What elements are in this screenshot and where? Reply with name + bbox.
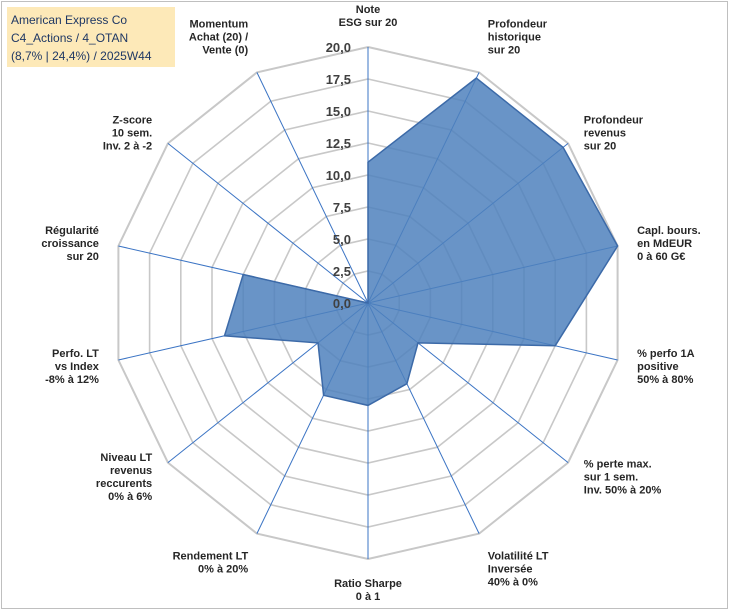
radial-tick-label: 2,5 [333, 264, 351, 279]
axis-label: % perfo 1A positive 50% à 80% [637, 348, 695, 386]
radial-tick-label: 10,0 [326, 168, 351, 183]
axis-spoke [167, 143, 369, 304]
radial-tick-label: 12,5 [326, 136, 351, 151]
radial-tick-label: 15,0 [326, 104, 351, 119]
axis-label: Momentum Achat (20) / Vente (0) [189, 18, 249, 56]
radial-tick-label: 17,5 [326, 72, 351, 87]
axis-label: Note ESG sur 20 [339, 4, 398, 29]
radial-tick-label: 7,5 [333, 200, 351, 215]
axis-label: Perfo. LT vs Index -8% à 12% [45, 348, 100, 386]
axis-label: Niveau LT revenus reccurents 0% à 6% [96, 452, 153, 503]
axis-labels: Note ESG sur 20 Profondeur historique sur 20… [41, 4, 700, 603]
axis-label: Capl. bours. en MdEUR 0 à 60 G€ [637, 225, 701, 263]
company-title: American Express Co [11, 13, 128, 27]
axis-spoke [256, 72, 369, 304]
radial-tick-label: 20,0 [326, 40, 351, 55]
radial-tick-label: 0,0 [333, 296, 351, 311]
series-area [223, 77, 619, 407]
axis-label: % perte max. sur 1 sem. Inv. 50% à 20% [584, 459, 662, 497]
axis-label: Ratio Sharpe 0 à 1 [334, 578, 402, 603]
data-series [223, 77, 619, 407]
performance-subtitle: (8,7% | 24,4%) / 2025W44 [11, 49, 152, 63]
radial-tick-labels: 0,0 2,5 5,0 7,5 10,0 12,5 15,0 17,5 20,0 [326, 40, 351, 311]
axis-label: Régularité croissance sur 20 [41, 225, 98, 263]
radial-tick-label: 5,0 [333, 232, 351, 247]
axis-label: Volatilité LT Inversée 40% à 0% [488, 551, 549, 589]
axis-label: Z-score 10 sem. Inv. 2 à -2 [103, 114, 152, 152]
axis-label: Profondeur historique sur 20 [488, 18, 548, 56]
portfolio-subtitle: C4_Actions / 4_OTAN [11, 31, 129, 45]
axis-label: Rendement LT 0% à 20% [173, 551, 249, 576]
axis-label: Profondeur revenus sur 20 [584, 114, 644, 152]
chart-title-box: American Express Co C4_Actions / 4_OTAN … [7, 7, 175, 67]
